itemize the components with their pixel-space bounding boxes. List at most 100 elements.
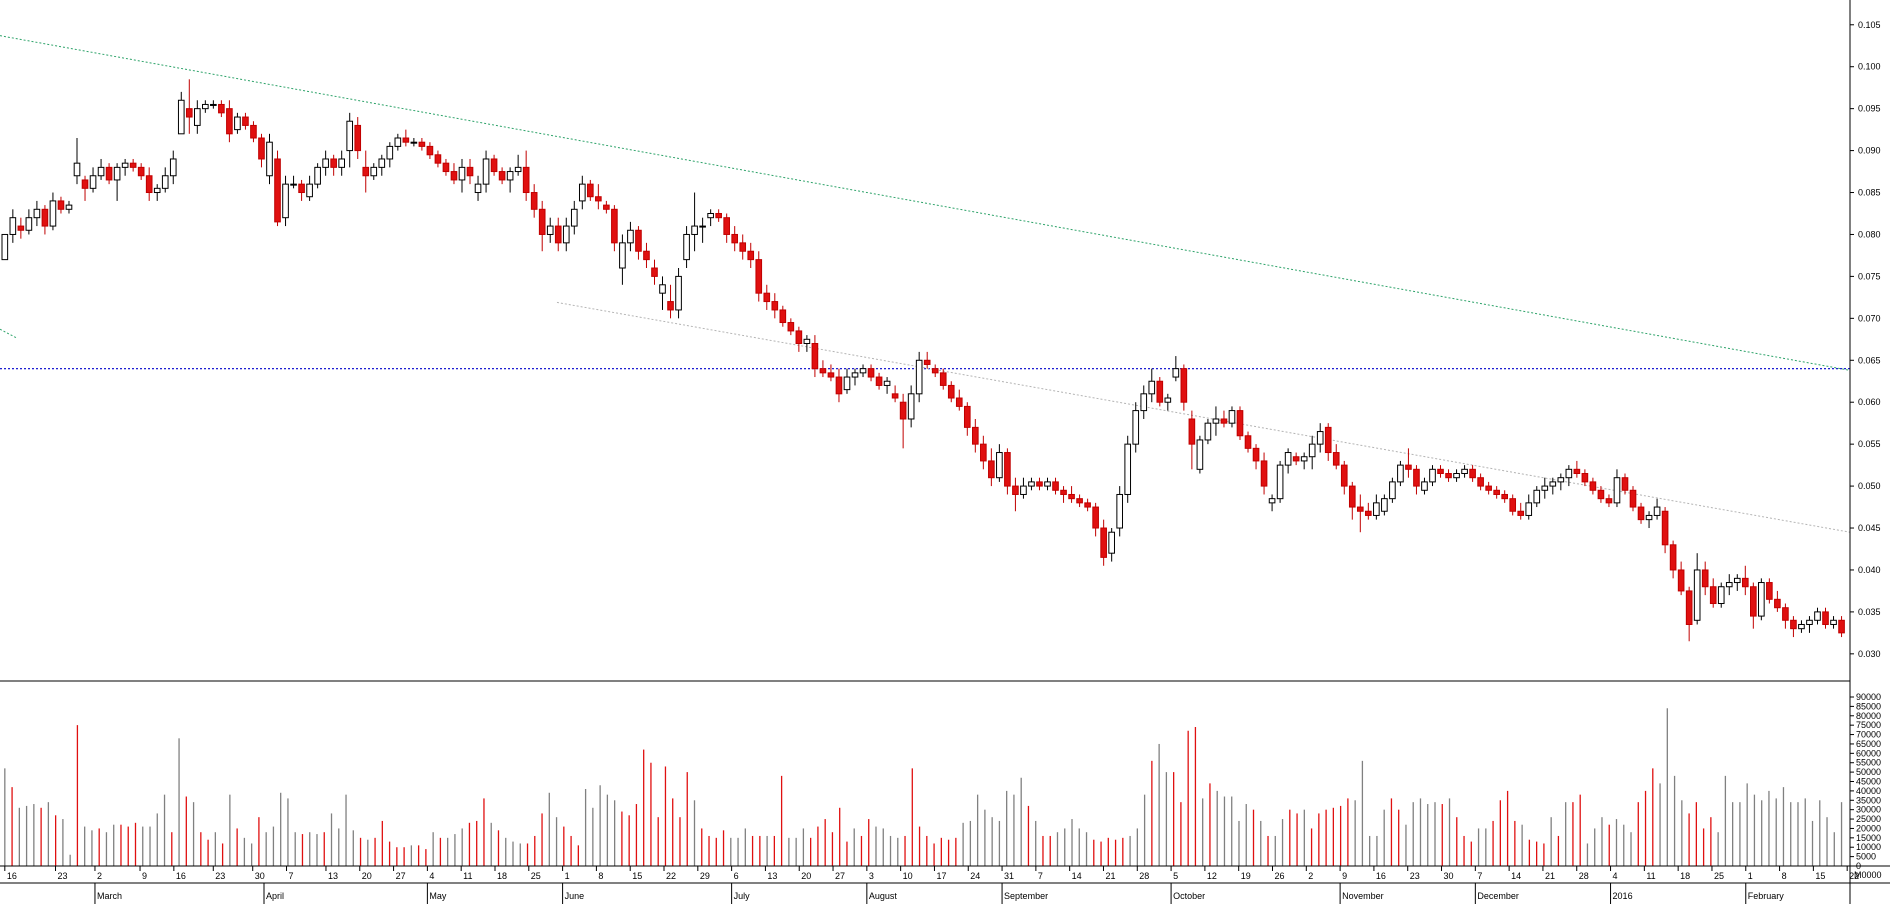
candle-body (627, 229, 634, 244)
candle-body (97, 166, 105, 177)
candle-body (1685, 590, 1693, 625)
candle (851, 368, 859, 386)
candle (370, 163, 378, 180)
candle-body (1653, 506, 1661, 516)
candle (1661, 507, 1669, 554)
candle-body (1020, 485, 1027, 495)
candle-body (739, 242, 747, 252)
candle (314, 163, 321, 189)
candle (258, 133, 265, 168)
volume-tick-label: 65000 (1856, 739, 1881, 749)
candle (699, 217, 706, 243)
volume-tick-label: 5000 (1856, 852, 1876, 862)
candle (242, 112, 249, 130)
x-day-label: 8 (598, 871, 603, 881)
candle (210, 100, 217, 109)
candle-body (635, 229, 642, 252)
candle-body (1437, 468, 1444, 475)
x-month-label: June (565, 891, 585, 901)
candle (1717, 582, 1725, 608)
price-tick-label: 0.080 (1858, 229, 1881, 239)
candle (1838, 616, 1845, 638)
candle (1268, 494, 1276, 512)
candle (763, 284, 771, 310)
x-day-label: 11 (1646, 871, 1655, 881)
candle-body (1509, 498, 1517, 512)
candle-body (1461, 468, 1468, 475)
candle-body (1140, 393, 1148, 412)
candle (1485, 481, 1492, 495)
x-day-label: 28 (1579, 871, 1589, 881)
candle (907, 385, 915, 428)
x-day-label: 27 (396, 871, 406, 881)
x-month-label: April (266, 891, 284, 901)
candle (394, 133, 402, 151)
candle (1228, 406, 1236, 428)
volume-tick-label: 50000 (1856, 767, 1881, 777)
candle-body (129, 162, 137, 168)
candle (266, 133, 273, 185)
candle (1340, 460, 1348, 495)
x-day-label: 14 (1072, 871, 1082, 881)
candle (667, 284, 674, 319)
candle (899, 393, 907, 449)
candle-body (1533, 489, 1541, 504)
x-day-label: 23 (58, 871, 68, 881)
price-tick-label: 0.060 (1858, 397, 1881, 407)
candle-body (266, 141, 273, 177)
candle-body (25, 217, 33, 231)
candle (1156, 377, 1164, 407)
candle (1565, 465, 1573, 487)
candle-body (346, 120, 354, 152)
volume-tick-label: 55000 (1856, 758, 1881, 768)
candle-body (755, 259, 763, 294)
price-tick-label: 0.065 (1858, 355, 1881, 365)
candle-body (1669, 544, 1677, 571)
candle-body (546, 225, 554, 235)
candle-body (1300, 456, 1308, 462)
candle (1517, 502, 1525, 520)
candle (1597, 486, 1605, 503)
candle (595, 184, 602, 210)
candle-body (1605, 498, 1613, 504)
candle-body (81, 179, 89, 189)
candle (386, 142, 394, 168)
candle-body (362, 166, 370, 177)
candle-body (1292, 456, 1300, 462)
candle-body (242, 116, 249, 126)
candle-body (803, 338, 811, 344)
candle (1750, 582, 1757, 629)
candle (1806, 616, 1813, 633)
x-day-label: 15 (1815, 871, 1825, 881)
candle (1541, 477, 1549, 499)
candle-body (1838, 619, 1845, 634)
candle (996, 444, 1003, 482)
candle (1292, 452, 1300, 466)
candle-body (1629, 489, 1637, 508)
candle (1501, 490, 1508, 503)
price-tick-label: 0.035 (1858, 607, 1881, 617)
x-day-label: 30 (1444, 871, 1454, 881)
volume-tick-label: 80000 (1856, 711, 1881, 721)
candle (1509, 494, 1517, 516)
x-day-label: 14 (1511, 871, 1521, 881)
candle-body (1485, 485, 1492, 491)
price-tick-label: 0.105 (1858, 20, 1881, 30)
candle-body (1549, 481, 1557, 487)
x-month-label: September (1004, 891, 1048, 901)
candle (1100, 519, 1107, 566)
candle (1605, 494, 1613, 508)
candle (1549, 477, 1557, 495)
candle (306, 175, 313, 201)
candle-body (779, 309, 787, 324)
x-day-label: 18 (497, 871, 507, 881)
candle-body (1132, 410, 1140, 445)
candle (410, 138, 418, 147)
candle-body (1212, 418, 1220, 424)
candle (923, 351, 931, 369)
candle (1645, 511, 1653, 529)
candle (980, 435, 987, 470)
candle-body (1252, 447, 1260, 462)
volume-tick-label: 60000 (1856, 748, 1881, 758)
